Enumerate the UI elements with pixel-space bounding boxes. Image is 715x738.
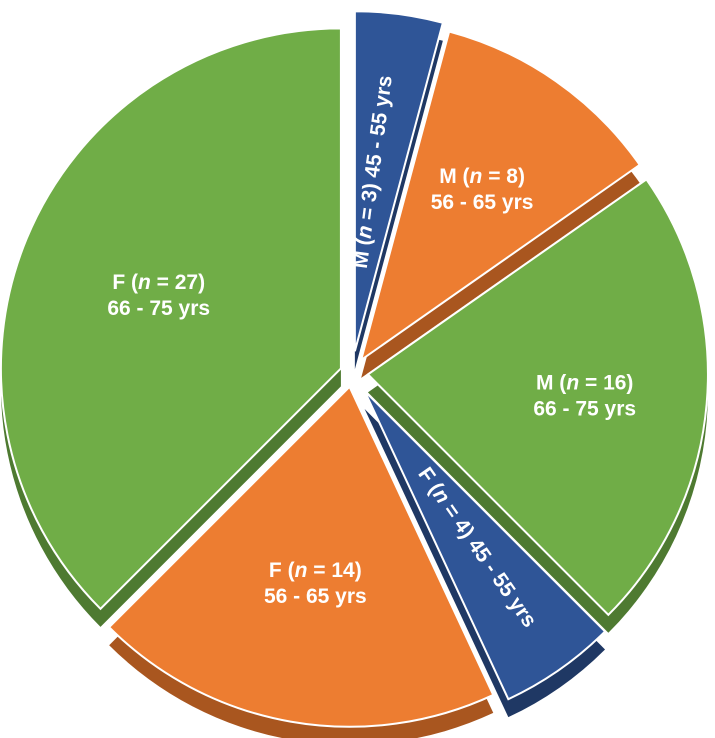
slice-top-layer [0, 10, 709, 728]
pie-slice-f-27 [0, 27, 342, 611]
slice-2-label-line-2: 66 - 75 yrs [533, 397, 636, 420]
pie-slice-f-14 [107, 385, 495, 728]
slice-1-label-line-2: 56 - 65 yrs [431, 191, 534, 214]
pie-slice-f-4 [363, 390, 607, 701]
slice-2-label-line-1: M (n = 16) [536, 371, 633, 394]
pie-slice-m-8 [359, 30, 642, 363]
slice-4-label-line-1: F (n = 14) [269, 559, 362, 582]
slice-1-label-line-1: M (n = 8) [439, 165, 525, 188]
pie-slice-m-16 [366, 177, 709, 617]
pie-slice-m-3 [353, 10, 445, 352]
slice-4-label-line-2: 56 - 65 yrs [264, 585, 367, 608]
slice-5-label-line-2: 66 - 75 yrs [107, 297, 210, 320]
slice-5-label-line-1: F (n = 27) [112, 271, 205, 294]
